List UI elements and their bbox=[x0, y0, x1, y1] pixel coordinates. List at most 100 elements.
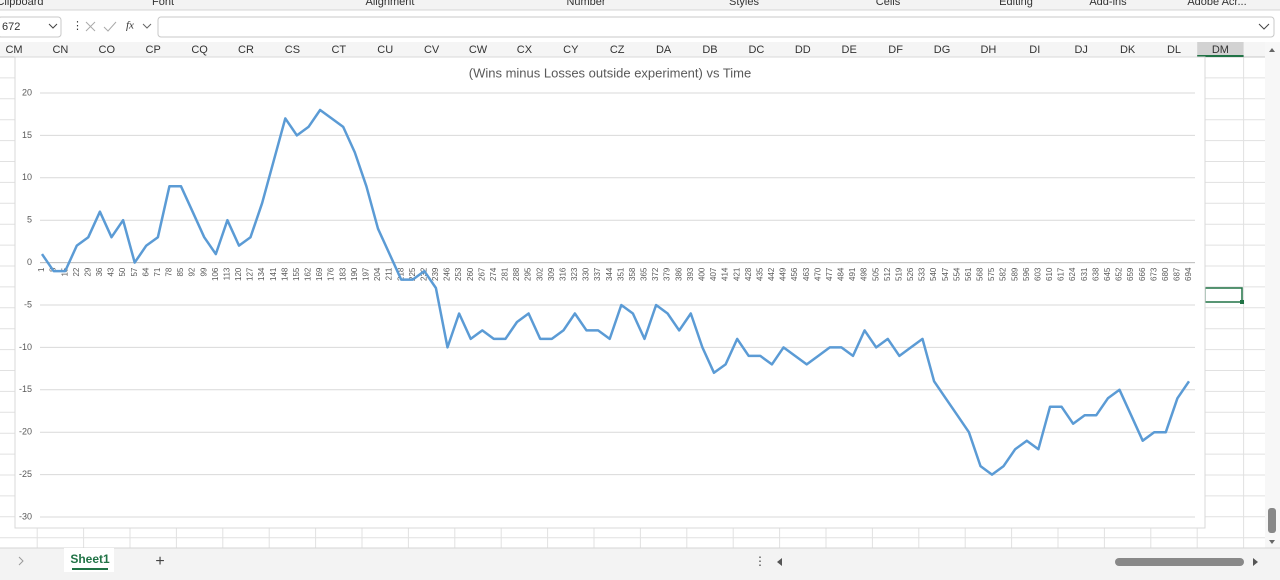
x-tick-label: 365 bbox=[640, 267, 649, 281]
fx-button[interactable]: fx bbox=[126, 20, 134, 32]
column-header: CQ bbox=[191, 44, 208, 56]
x-tick-label: 526 bbox=[906, 267, 915, 281]
ribbon-group-label: Alignment bbox=[366, 0, 415, 8]
column-headers: CM CN CO CP CQ CR CS CT CU CV CW CX CY CZ DA DB DC DD DE DF… bbox=[5, 42, 1244, 57]
enter-icon[interactable] bbox=[103, 21, 117, 32]
x-tick-label: 505 bbox=[871, 267, 880, 281]
name-box[interactable] bbox=[0, 16, 62, 38]
x-tick-label: 141 bbox=[269, 267, 278, 281]
x-tick-label: 358 bbox=[628, 267, 637, 281]
x-tick-label: 589 bbox=[1010, 267, 1019, 281]
x-tick-label: 624 bbox=[1068, 267, 1077, 281]
column-header: DG bbox=[934, 44, 951, 56]
x-tick-label: 239 bbox=[431, 267, 440, 281]
x-tick-label: 687 bbox=[1173, 267, 1182, 281]
y-tick-label: 15 bbox=[22, 130, 32, 140]
x-tick-label: 554 bbox=[952, 267, 961, 281]
column-header-bar bbox=[0, 42, 1265, 57]
x-tick-label: 274 bbox=[489, 267, 498, 281]
hscroll-right[interactable] bbox=[1253, 558, 1258, 566]
x-tick-label: 638 bbox=[1091, 267, 1100, 281]
column-header: DH bbox=[980, 44, 996, 56]
x-tick-label: 281 bbox=[501, 267, 510, 281]
add-sheet[interactable]: + bbox=[155, 553, 164, 570]
x-tick-label: 162 bbox=[304, 267, 313, 281]
tab-split[interactable]: ⋮ bbox=[754, 554, 766, 568]
x-tick-label: 267 bbox=[477, 267, 486, 281]
x-tick-label: 64 bbox=[141, 267, 150, 276]
x-tick-label: 666 bbox=[1138, 267, 1147, 281]
column-header: DA bbox=[656, 44, 672, 56]
formula-expand[interactable] bbox=[1258, 23, 1270, 30]
sheet-tab-label[interactable]: Sheet1 bbox=[70, 552, 110, 566]
column-header: CN bbox=[52, 44, 68, 56]
x-tick-label: 337 bbox=[593, 267, 602, 281]
tab-nav[interactable] bbox=[18, 556, 24, 566]
vertical-scrollbar[interactable] bbox=[1265, 42, 1280, 548]
x-tick-label: 225 bbox=[408, 267, 417, 281]
column-header: DF bbox=[888, 44, 903, 56]
column-header: CM bbox=[5, 44, 22, 56]
x-tick-label: 57 bbox=[130, 267, 139, 276]
chart-area[interactable] bbox=[14, 56, 1206, 529]
x-tick-label: 442 bbox=[767, 267, 776, 281]
column-header: CX bbox=[517, 44, 533, 56]
column-header: CR bbox=[238, 44, 254, 56]
x-tick-label: 652 bbox=[1115, 267, 1124, 281]
chart-title: (Wins minus Losses outside experiment) v… bbox=[469, 65, 751, 80]
column-header: CU bbox=[377, 44, 393, 56]
scroll-up[interactable] bbox=[1269, 48, 1275, 52]
x-tick-label: 211 bbox=[385, 267, 394, 280]
x-tick-label: 561 bbox=[964, 267, 973, 281]
y-tick-label: -25 bbox=[19, 469, 32, 479]
x-tick-label: 183 bbox=[338, 267, 347, 281]
x-tick-label: 386 bbox=[674, 267, 683, 281]
column-header: CS bbox=[285, 44, 300, 56]
x-tick-label: 309 bbox=[547, 267, 556, 281]
x-tick-label: 176 bbox=[327, 267, 336, 281]
column-header: CT bbox=[331, 44, 346, 56]
hscroll-thumb[interactable] bbox=[1115, 558, 1244, 566]
x-tick-label: 155 bbox=[292, 267, 301, 281]
name-box-text: 672 bbox=[2, 21, 20, 33]
x-tick-label: 512 bbox=[883, 267, 892, 281]
x-tick-label: 190 bbox=[350, 267, 359, 281]
x-tick-label: 379 bbox=[663, 267, 672, 281]
formula-input[interactable] bbox=[157, 16, 1275, 38]
x-tick-label: 575 bbox=[987, 267, 996, 281]
y-tick-label: -30 bbox=[19, 511, 32, 521]
x-tick-label: 302 bbox=[535, 267, 544, 281]
x-tick-label: 197 bbox=[362, 267, 371, 281]
ribbon-group-label: Cells bbox=[876, 0, 901, 8]
x-tick-label: 428 bbox=[744, 267, 753, 281]
x-tick-label: 519 bbox=[894, 267, 903, 281]
scroll-down[interactable] bbox=[1269, 540, 1275, 544]
ribbon-group-label: Clipboard bbox=[0, 0, 44, 8]
x-tick-label: 330 bbox=[582, 267, 591, 281]
x-tick-label: 71 bbox=[153, 267, 162, 276]
column-header: DJ bbox=[1074, 44, 1087, 56]
x-tick-label: 169 bbox=[315, 267, 324, 281]
x-tick-label: 456 bbox=[790, 267, 799, 281]
x-tick-label: 78 bbox=[165, 267, 174, 276]
selected-column-header bbox=[1197, 42, 1244, 57]
fill-handle[interactable] bbox=[1240, 300, 1244, 304]
sheet-bar bbox=[0, 548, 1280, 580]
x-tick-label: 323 bbox=[570, 267, 579, 281]
scroll-thumb[interactable] bbox=[1268, 508, 1276, 533]
more-icon: ⋮ bbox=[72, 20, 83, 32]
ribbon-group-label: Add-ins bbox=[1089, 0, 1127, 8]
hscroll-left[interactable] bbox=[777, 558, 782, 566]
x-tick-label: 645 bbox=[1103, 267, 1112, 281]
y-tick-label: 5 bbox=[27, 215, 32, 225]
cancel-icon[interactable] bbox=[85, 21, 96, 32]
x-tick-label: 491 bbox=[848, 267, 857, 281]
x-tick-label: 106 bbox=[211, 267, 220, 281]
data-line bbox=[40, 108, 1191, 476]
column-header: CY bbox=[563, 44, 579, 56]
x-tick-label: 43 bbox=[107, 267, 116, 276]
x-tick-label: 92 bbox=[188, 267, 197, 276]
x-tick-label: 680 bbox=[1161, 267, 1170, 281]
